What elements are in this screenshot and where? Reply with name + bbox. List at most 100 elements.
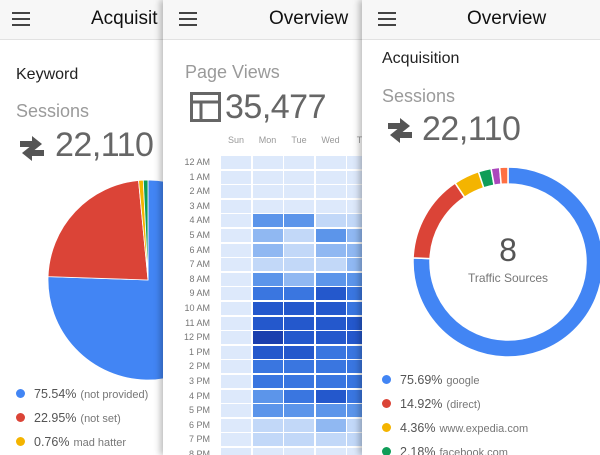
traffic-sources-donut xyxy=(412,166,600,358)
heatmap-cell xyxy=(284,214,315,229)
heatmap-hour-label: 7 PM xyxy=(188,434,210,445)
heatmap-cell xyxy=(315,418,347,433)
heatmap-hour-label: 2 AM xyxy=(189,186,210,197)
heatmap-cell xyxy=(284,170,315,185)
pie-slice xyxy=(48,180,149,281)
legend-dot-icon xyxy=(382,375,391,384)
heatmap-cell xyxy=(315,375,347,389)
heatmap-hour-label: 1 AM xyxy=(189,171,210,182)
heatmap-cell xyxy=(252,404,284,419)
heatmap-cell xyxy=(315,404,347,419)
heatmap-cell xyxy=(221,170,252,185)
heatmap-hour-label: 12 AM xyxy=(184,157,210,167)
menu-icon[interactable] xyxy=(12,12,30,26)
heatmap-hour-label: 10 AM xyxy=(184,303,210,313)
heatmap-cell xyxy=(252,448,284,455)
heatmap-hour-label: 8 AM xyxy=(189,273,210,284)
legend-item: 75.54% (not provided) xyxy=(16,387,148,411)
keyword-legend: 75.54% (not provided) 22.95% (not set) 0.76%… xyxy=(16,387,148,455)
heatmap-hour-label: 6 PM xyxy=(188,419,210,430)
legend-item: 14.92% (direct) xyxy=(382,397,528,421)
heatmap-cell xyxy=(252,302,284,316)
heatmap-cell xyxy=(221,199,252,214)
donut-center: 8 Traffic Sources xyxy=(428,232,588,285)
heatmap-cell xyxy=(252,331,284,346)
heatmap-cell xyxy=(315,433,347,448)
heatmap-cell xyxy=(252,316,284,331)
legend-label: (not set) xyxy=(80,413,121,425)
heatmap-cell xyxy=(221,375,252,389)
heatmap-cell xyxy=(221,345,252,360)
heatmap-cell xyxy=(284,302,315,316)
heatmap-cell xyxy=(284,287,315,302)
heatmap-cell xyxy=(284,156,315,170)
heatmap-hour-label: 1 PM xyxy=(188,346,210,357)
heatmap-cell xyxy=(284,272,315,287)
keyword-panel: Acquisit Keyword Sessions 22,110 75.54%(… xyxy=(0,0,190,455)
heatmap-hour-label: 3 AM xyxy=(189,200,210,211)
menu-icon[interactable] xyxy=(179,12,197,26)
heatmap-cell xyxy=(221,433,252,448)
legend-item: 0.76% mad hatter xyxy=(16,435,148,455)
heatmap-cell xyxy=(252,199,284,214)
heatmap-cell xyxy=(315,287,347,302)
heatmap-cell xyxy=(221,418,252,433)
heatmap-cell xyxy=(315,199,347,214)
legend-dot-icon xyxy=(16,389,25,398)
heatmap-hour-label: 11 AM xyxy=(185,317,210,328)
heatmap-cell xyxy=(221,389,252,404)
legend-percent: 75.69% xyxy=(400,373,443,387)
metric-value: 22,110 xyxy=(422,110,521,148)
heatmap-cell xyxy=(252,418,284,433)
heatmap-cell xyxy=(315,331,347,346)
app-bar: Acquisit xyxy=(0,0,190,40)
menu-icon[interactable] xyxy=(378,12,396,26)
heatmap-cell xyxy=(315,316,347,331)
app-bar-title: Overview xyxy=(467,8,547,29)
heatmap-cell xyxy=(315,214,347,229)
heatmap-cell xyxy=(221,214,252,229)
heatmap-cell xyxy=(315,389,347,404)
heatmap-hour-label: 5 AM xyxy=(189,230,210,240)
heatmap-cell xyxy=(252,375,284,389)
heatmap-cell xyxy=(284,448,315,455)
heatmap-cell xyxy=(221,302,252,316)
heatmap-cell xyxy=(221,360,252,375)
keyword-pie-chart xyxy=(48,180,190,380)
heatmap-cell xyxy=(315,229,347,243)
metric-value: 22,110 xyxy=(55,126,154,164)
heatmap-cell xyxy=(284,433,315,448)
heatmap-cell xyxy=(252,170,284,185)
legend-item: 22.95% (not set) xyxy=(16,411,148,435)
heatmap-cell xyxy=(252,360,284,375)
heatmap-cell xyxy=(315,185,347,200)
acquisition-panel: Overview Acquisition Sessions 22,110 8 T… xyxy=(362,0,600,455)
heatmap-cell xyxy=(284,185,315,200)
heatmap-cell xyxy=(252,243,284,258)
heatmap-cell xyxy=(221,272,252,287)
legend-item: 4.36% www.expedia.com xyxy=(382,421,528,445)
heatmap-cell xyxy=(284,375,315,389)
heatmap-hour-label: 9 AM xyxy=(189,288,210,299)
heatmap-hour-label: 3 PM xyxy=(188,376,210,386)
heatmap-cell xyxy=(284,243,315,258)
legend-dot-icon xyxy=(16,437,25,446)
legend-label: google xyxy=(446,375,480,387)
heatmap-hour-label: 4 PM xyxy=(188,390,210,401)
legend-percent: 22.95% xyxy=(34,411,77,425)
legend-label: facebook.com xyxy=(439,447,508,455)
metric-value: 35,477 xyxy=(225,88,327,126)
heatmap-cell xyxy=(221,258,252,273)
heatmap-hour-label: 8 PM xyxy=(188,449,210,455)
heatmap-cell xyxy=(221,316,252,331)
heatmap-cell xyxy=(284,258,315,273)
heatmap-cell xyxy=(252,229,284,243)
heatmap-cell xyxy=(252,433,284,448)
heatmap-cell xyxy=(221,243,252,258)
legend-label: (not provided) xyxy=(80,389,149,401)
app-bar: Overview xyxy=(362,0,600,40)
heatmap-cell xyxy=(252,389,284,404)
heatmap-cell xyxy=(221,287,252,302)
legend-item: 75.69% google xyxy=(382,373,528,397)
legend-dot-icon xyxy=(382,399,391,408)
